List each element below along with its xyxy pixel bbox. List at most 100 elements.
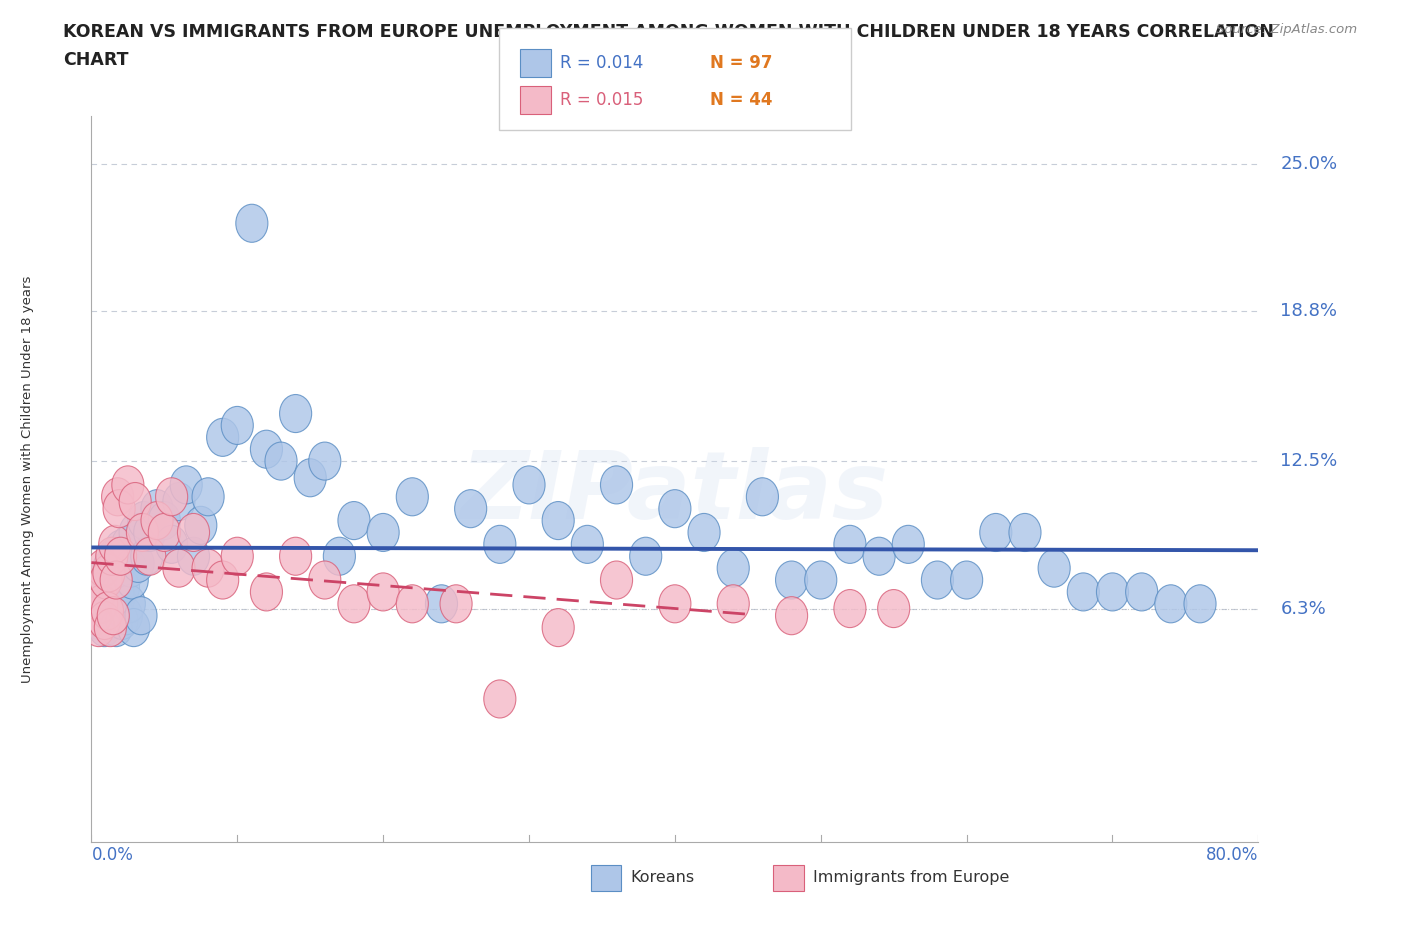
Ellipse shape	[141, 501, 173, 539]
Ellipse shape	[426, 585, 457, 623]
Ellipse shape	[543, 608, 574, 646]
Ellipse shape	[1184, 585, 1216, 623]
Ellipse shape	[688, 513, 720, 551]
Ellipse shape	[114, 585, 145, 623]
Ellipse shape	[863, 538, 896, 576]
Ellipse shape	[96, 561, 128, 599]
Ellipse shape	[110, 597, 142, 635]
Ellipse shape	[440, 585, 472, 623]
Ellipse shape	[112, 466, 143, 504]
Ellipse shape	[96, 538, 128, 576]
Ellipse shape	[120, 513, 152, 551]
Ellipse shape	[84, 573, 117, 611]
Text: 18.8%: 18.8%	[1281, 302, 1337, 320]
Ellipse shape	[104, 530, 136, 568]
Ellipse shape	[207, 561, 239, 599]
Text: Unemployment Among Women with Children Under 18 years: Unemployment Among Women with Children U…	[21, 275, 34, 683]
Ellipse shape	[396, 478, 429, 516]
Ellipse shape	[717, 585, 749, 623]
Ellipse shape	[659, 490, 690, 527]
Text: CHART: CHART	[63, 51, 129, 69]
Ellipse shape	[80, 591, 112, 630]
Ellipse shape	[87, 578, 120, 616]
Ellipse shape	[893, 525, 924, 564]
Ellipse shape	[323, 538, 356, 576]
Ellipse shape	[108, 538, 141, 576]
Ellipse shape	[834, 525, 866, 564]
Ellipse shape	[105, 602, 138, 640]
Ellipse shape	[118, 608, 150, 646]
Ellipse shape	[309, 561, 340, 599]
Ellipse shape	[84, 573, 117, 611]
Ellipse shape	[747, 478, 779, 516]
Text: Immigrants from Europe: Immigrants from Europe	[813, 870, 1010, 885]
Text: R = 0.014: R = 0.014	[560, 54, 643, 73]
Ellipse shape	[97, 590, 129, 628]
Ellipse shape	[309, 442, 340, 480]
Ellipse shape	[630, 538, 662, 576]
Ellipse shape	[1010, 513, 1040, 551]
Ellipse shape	[1067, 573, 1099, 611]
Ellipse shape	[127, 513, 159, 551]
Ellipse shape	[1097, 573, 1129, 611]
Ellipse shape	[91, 591, 124, 630]
Ellipse shape	[80, 597, 112, 635]
Ellipse shape	[122, 544, 155, 582]
Ellipse shape	[86, 585, 118, 623]
Ellipse shape	[163, 549, 195, 587]
Ellipse shape	[98, 525, 131, 564]
Ellipse shape	[148, 513, 180, 551]
Text: Source: ZipAtlas.com: Source: ZipAtlas.com	[1216, 23, 1357, 36]
Ellipse shape	[250, 573, 283, 611]
Ellipse shape	[950, 561, 983, 599]
Ellipse shape	[134, 513, 166, 551]
Text: 0.0%: 0.0%	[91, 846, 134, 864]
Ellipse shape	[207, 418, 239, 457]
Ellipse shape	[128, 501, 160, 539]
Ellipse shape	[83, 602, 115, 640]
Text: R = 0.015: R = 0.015	[560, 91, 643, 110]
Ellipse shape	[131, 538, 163, 576]
Ellipse shape	[264, 442, 297, 480]
Ellipse shape	[170, 466, 202, 504]
Ellipse shape	[280, 538, 312, 576]
Ellipse shape	[156, 525, 187, 564]
Ellipse shape	[177, 513, 209, 551]
Ellipse shape	[156, 478, 187, 516]
Ellipse shape	[101, 478, 134, 516]
Ellipse shape	[921, 561, 953, 599]
Ellipse shape	[177, 538, 209, 576]
Ellipse shape	[107, 568, 139, 606]
Text: 12.5%: 12.5%	[1281, 452, 1337, 470]
Ellipse shape	[804, 561, 837, 599]
Ellipse shape	[513, 466, 546, 504]
Text: Koreans: Koreans	[630, 870, 695, 885]
Text: N = 44: N = 44	[710, 91, 772, 110]
Ellipse shape	[1154, 585, 1187, 623]
Ellipse shape	[193, 549, 224, 587]
Ellipse shape	[717, 549, 749, 587]
Ellipse shape	[484, 680, 516, 718]
Text: N = 97: N = 97	[710, 54, 772, 73]
Ellipse shape	[396, 585, 429, 623]
Ellipse shape	[163, 483, 195, 521]
Text: 80.0%: 80.0%	[1206, 846, 1258, 864]
Ellipse shape	[125, 597, 157, 635]
Ellipse shape	[86, 585, 118, 623]
Ellipse shape	[103, 490, 135, 527]
Ellipse shape	[484, 525, 516, 564]
Text: 6.3%: 6.3%	[1281, 600, 1326, 618]
Ellipse shape	[1038, 549, 1070, 587]
Ellipse shape	[97, 597, 129, 635]
Ellipse shape	[337, 585, 370, 623]
Ellipse shape	[454, 490, 486, 527]
Ellipse shape	[93, 549, 125, 587]
Ellipse shape	[367, 573, 399, 611]
Ellipse shape	[184, 506, 217, 544]
Ellipse shape	[104, 538, 136, 576]
Ellipse shape	[776, 561, 807, 599]
Ellipse shape	[600, 466, 633, 504]
Ellipse shape	[571, 525, 603, 564]
Ellipse shape	[337, 501, 370, 539]
Ellipse shape	[120, 483, 152, 521]
